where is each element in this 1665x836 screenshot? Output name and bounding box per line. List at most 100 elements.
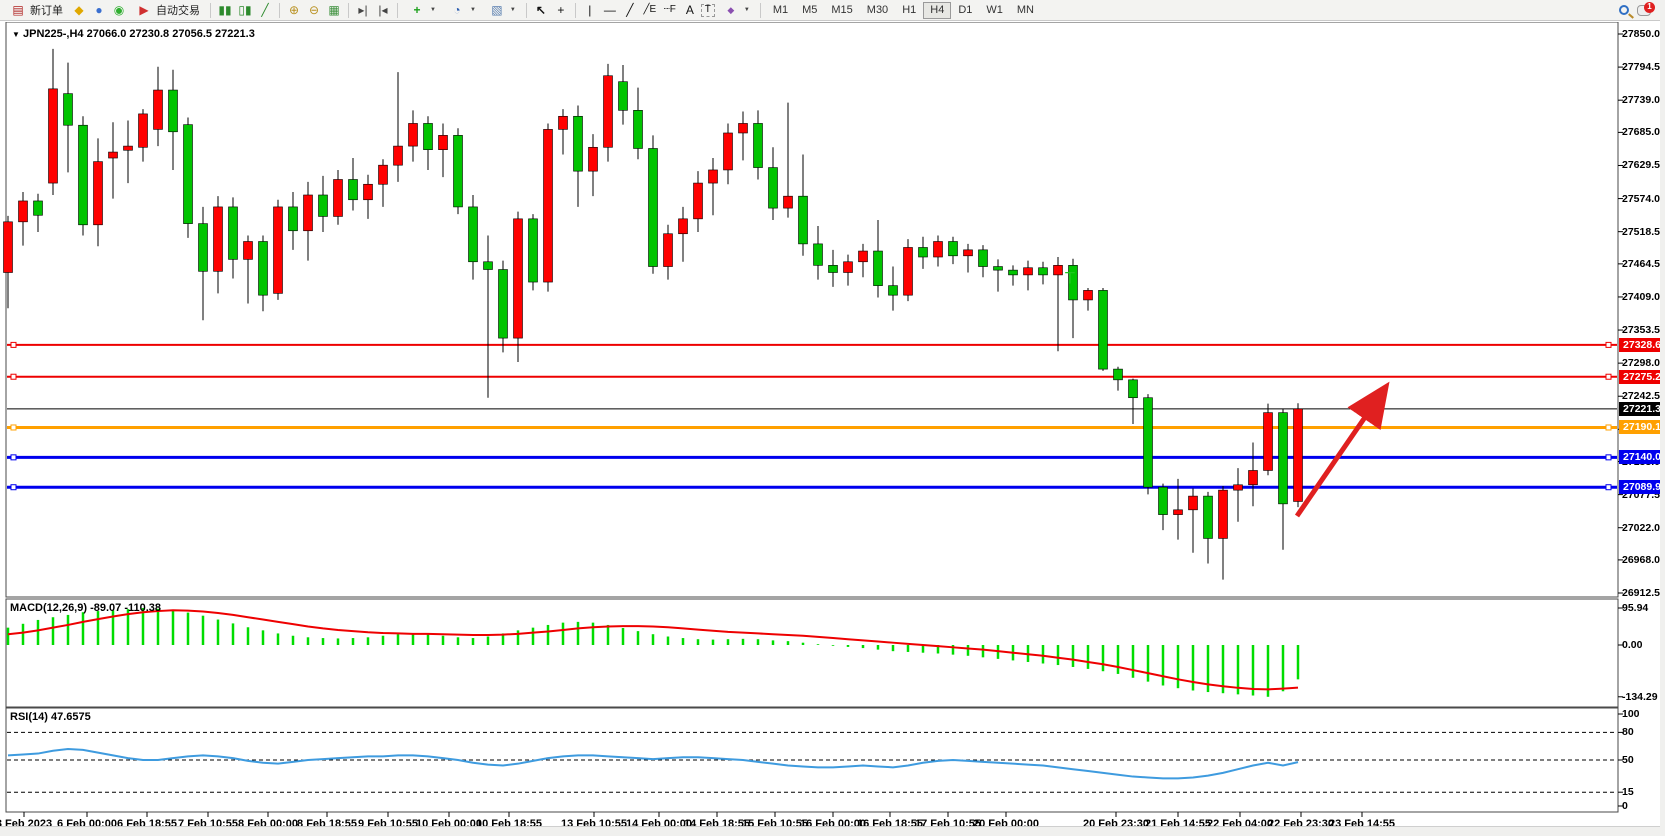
candle-body	[18, 200, 28, 223]
separator	[210, 2, 211, 18]
vertical-line-icon[interactable]: |	[588, 3, 592, 17]
timeframe-m1[interactable]: M1	[772, 4, 789, 16]
notification-badge: 1	[1644, 1, 1655, 13]
separator	[574, 2, 576, 18]
trendline-icon[interactable]: ╱	[626, 3, 634, 17]
horizontal-line-icon[interactable]: —	[603, 3, 616, 17]
candle-body	[783, 195, 793, 209]
price-axis-tick: 27794.5	[1622, 61, 1660, 74]
template-icon: ▧	[491, 3, 503, 17]
line-chart-icon[interactable]: ╱	[261, 3, 269, 17]
candle-body	[648, 148, 658, 267]
candle-body	[738, 123, 748, 134]
price-axis-tick: 26912.5	[1622, 587, 1660, 599]
candle-body	[123, 145, 133, 151]
hline-handle	[1605, 484, 1612, 491]
candle-body	[528, 218, 538, 283]
auto-scroll-icon[interactable]: ▸|	[358, 3, 368, 17]
market-watch-icon[interactable]: ●	[95, 3, 103, 17]
chat-icon[interactable]: 1	[1635, 1, 1655, 19]
auto-trading-label: 自动交易	[156, 5, 200, 17]
indicators-button[interactable]: + ▼	[403, 2, 441, 19]
candle-body	[858, 250, 868, 263]
search-icon[interactable]	[1615, 2, 1633, 19]
chart-title: ▼ JPN225-,H4 27066.0 27230.8 27056.5 272…	[12, 28, 255, 40]
book-icon[interactable]: ◆	[74, 3, 84, 17]
auto-trading-button[interactable]: ▶ 自动交易	[130, 2, 205, 19]
new-chart-icon: ▤	[12, 3, 24, 17]
timeframe-m30[interactable]: M30	[866, 4, 889, 16]
hline-price-label: 27140.0	[1619, 450, 1665, 465]
separator	[759, 2, 761, 18]
indicators-icon: +	[413, 3, 421, 17]
candle-body	[258, 241, 268, 296]
new-order-button[interactable]: ▤ 新订单	[4, 2, 68, 19]
candle-body	[1203, 495, 1213, 539]
chart-window[interactable]: T ▼ JPN225-,H4 27066.0 27230.8 27056.5 2…	[0, 22, 1665, 830]
timeframe-m15[interactable]: M15	[831, 4, 853, 16]
candle-body	[333, 179, 343, 217]
candle-body	[1083, 290, 1093, 301]
chevron-down-icon: ▼	[743, 7, 750, 13]
zoom-out-icon[interactable]: ⊖	[308, 3, 320, 17]
rsi-line	[7, 747, 1299, 780]
status-bar	[0, 826, 1665, 836]
timeframe-h1[interactable]: H1	[902, 4, 917, 16]
hline-price-label: 27275.2	[1619, 369, 1665, 384]
timeframe-h4[interactable]: H4	[923, 1, 952, 19]
candle-body	[963, 249, 973, 257]
hline-handle	[1605, 341, 1612, 348]
tile-windows-icon[interactable]: ▦	[328, 3, 340, 17]
candle-body	[828, 265, 838, 273]
chevron-down-icon: ▼	[469, 7, 476, 13]
hline-handle	[10, 341, 17, 348]
label-icon[interactable]: T	[700, 3, 715, 17]
rsi-indicator-label: RSI(14) 47.6575	[10, 711, 91, 723]
rsi-scale-80: 80	[1622, 726, 1634, 739]
rsi-scale-100: 100	[1622, 708, 1640, 720]
candle-body	[468, 206, 478, 263]
macd-scale-zero: 0.00	[1622, 639, 1643, 651]
candle-body	[573, 115, 583, 172]
price-axis-tick: 27298.0	[1622, 357, 1660, 370]
zoom-in-icon[interactable]: ⊕	[288, 3, 300, 17]
toolbar: ▤ 新订单 ◆ ● ◉ ▶ 自动交易 ▮▮ ▯▮ ╱ ⊕ ⊖ ▦ ▸| |◂ +…	[0, 0, 1665, 21]
candle-body	[498, 269, 508, 339]
signal-icon[interactable]: ◉	[113, 3, 125, 17]
timeframe-m5[interactable]: M5	[802, 4, 818, 16]
candle-body	[1293, 408, 1303, 502]
price-axis-tick: 27739.0	[1622, 94, 1660, 107]
candle-body	[723, 132, 733, 171]
candle-body	[933, 241, 943, 258]
candle-body	[918, 247, 928, 258]
channel-icon[interactable]: ╱E	[643, 4, 657, 15]
period-button[interactable]: ◔ ▼	[443, 2, 481, 19]
candle-body	[633, 110, 643, 149]
fibonacci-icon[interactable]: ┈F	[663, 4, 676, 15]
timeframe-mn[interactable]: MN	[1016, 4, 1034, 16]
candle-body	[1068, 265, 1078, 301]
chart-shift-icon[interactable]: |◂	[378, 3, 388, 17]
symbol-dropdown-icon[interactable]: ▼	[12, 30, 20, 39]
candle-body	[813, 243, 823, 266]
price-axis-tick: 27409.0	[1622, 290, 1660, 303]
price-chart[interactable]: T	[0, 22, 1665, 822]
candle-body	[48, 88, 58, 184]
hline-handle	[10, 484, 17, 491]
template-button[interactable]: ▧ ▼	[483, 2, 521, 19]
bar-chart-icon[interactable]: ▮▮	[218, 3, 232, 17]
candle-body	[1098, 290, 1108, 370]
shapes-icon: ◆	[727, 4, 735, 15]
candle-chart-icon[interactable]: ▯▮	[238, 3, 252, 17]
price-axis-tick: 27574.0	[1622, 192, 1660, 205]
text-icon[interactable]: A	[685, 3, 694, 17]
timeframe-d1[interactable]: D1	[958, 4, 973, 16]
candle-body	[1113, 368, 1123, 381]
candle-body	[378, 164, 388, 185]
timeframe-w1[interactable]: W1	[986, 4, 1003, 16]
candle-body	[513, 218, 523, 339]
cursor-icon[interactable]: ↖	[535, 3, 546, 17]
crosshair-icon[interactable]: +	[557, 3, 565, 17]
shapes-button[interactable]: ◆ ▼	[717, 2, 755, 19]
candle-body	[1173, 509, 1183, 515]
